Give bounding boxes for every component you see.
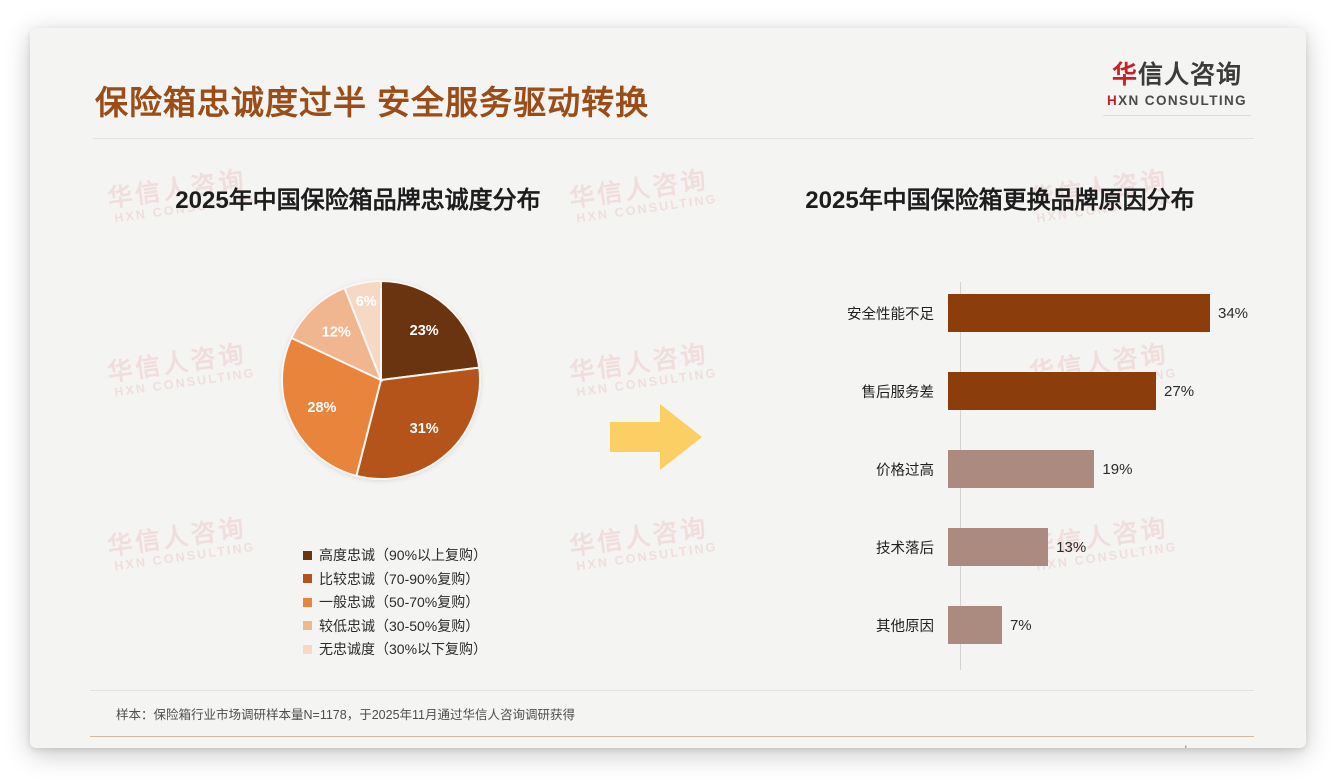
header-divider: [93, 138, 1254, 139]
pie-slice[interactable]: [281, 336, 383, 478]
bar-value-label: 19%: [1102, 460, 1133, 478]
legend-label: 高度忠诚（90%以上复购）: [319, 547, 488, 563]
pie-chart: 23% 31% 28% 12% 6%: [281, 280, 481, 480]
bar-chart-plot: 安全性能不足 34% 售后服务差 27% 价格过高 19% 技术落后 13% 其他原因 7%: [720, 272, 1280, 680]
legend-swatch: [303, 550, 312, 560]
legend-item[interactable]: 较低忠诚（30-50%复购）: [303, 616, 487, 636]
arrow-svg: [610, 404, 702, 470]
bar-fill[interactable]: [948, 372, 1157, 410]
bar-value-label: 34%: [1218, 304, 1249, 322]
logo-cn-red: 华: [1111, 61, 1138, 89]
pie-slice-label: 28%: [307, 400, 336, 416]
logo-english: HXN CONSULTING: [1103, 93, 1251, 108]
page-title: 保险箱忠诚度过半 安全服务驱动转换: [95, 84, 650, 121]
slide-card: 华信人咨询 HXN CONSULTING 华信人咨询 HXN CONSULTIN…: [30, 28, 1306, 748]
footnote-divider: [90, 690, 1254, 691]
legend-label: 比较忠诚（70-90%复购）: [319, 570, 480, 587]
bar-fill[interactable]: [948, 528, 1049, 566]
bar-value-label: 7%: [1009, 616, 1032, 634]
footer-divider: [90, 736, 1254, 737]
bar-fill[interactable]: [948, 294, 1210, 332]
legend-swatch: [303, 621, 312, 630]
bar-track: 7%: [948, 606, 1280, 644]
logo-en-red: H: [1106, 92, 1119, 108]
pie-slice-label: 23%: [410, 323, 439, 339]
bar-track: 13%: [948, 528, 1280, 566]
bar-chart-title: 2025年中国保险箱更换品牌原因分布: [805, 187, 1195, 214]
bar-value-label: 13%: [1056, 538, 1087, 556]
footer-copyright: ©2026.1 HXR华信人咨询: [96, 744, 236, 748]
footer-website[interactable]: www.hxrcon.com: [1155, 744, 1249, 748]
legend-label: 一般忠诚（50-70%复购）: [319, 594, 480, 610]
pie-slice[interactable]: [380, 280, 481, 382]
bar-value-label: 27%: [1164, 382, 1195, 400]
pie-slice-label: 12%: [322, 324, 351, 340]
pie-slice-label: 6%: [356, 294, 377, 310]
bar-category-label: 售后服务差: [861, 384, 935, 401]
legend-swatch: [303, 574, 312, 583]
pie-chart-panel: 2025年中国保险箱品牌忠诚度分布 23% 31% 28% 12% 6% 高度忠诚（90…: [78, 180, 638, 680]
bar-row: 其他原因 7%: [720, 606, 1280, 644]
legend-label: 较低忠诚（30-50%复购）: [319, 617, 480, 634]
pie-slice[interactable]: [290, 286, 383, 382]
bar-row: 售后服务差 27%: [720, 372, 1280, 410]
legend-item[interactable]: 无忠诚度（30%以下复购）: [303, 639, 487, 659]
pie-svg: 23% 31% 28% 12% 6%: [281, 280, 481, 480]
bar-fill[interactable]: [948, 450, 1095, 488]
bar-row: 安全性能不足 34%: [720, 294, 1280, 332]
logo-en-dark: XN CONSULTING: [1118, 92, 1248, 108]
pie-slice-label: 31%: [410, 421, 439, 437]
bar-row: 价格过高 19%: [720, 450, 1280, 488]
bar-category-label: 技术落后: [876, 540, 934, 557]
bar-track: 19%: [948, 450, 1280, 488]
footnote: 样本：保险箱行业市场调研样本量N=1178，于2025年11月通过华信人咨询调研…: [116, 708, 575, 722]
logo-cn-dark: 信人咨询: [1138, 61, 1243, 89]
bar-track: 27%: [948, 372, 1280, 410]
legend-swatch: [303, 597, 312, 607]
bar-row: 技术落后 13%: [720, 528, 1280, 566]
bar-chart-panel: 2025年中国保险箱更换品牌原因分布 安全性能不足 34% 售后服务差 27% 价格过高…: [720, 180, 1280, 680]
bar-category-label: 价格过高: [876, 462, 934, 479]
pie-legend: 高度忠诚（90%以上复购） 比较忠诚（70-90%复购） 一般忠诚（50-70%复购…: [303, 545, 487, 663]
legend-item[interactable]: 一般忠诚（50-70%复购）: [303, 592, 487, 612]
pie-chart-title: 2025年中国保险箱品牌忠诚度分布: [175, 187, 541, 214]
brand-logo: 华信人咨询 HXN CONSULTING: [1103, 61, 1251, 116]
legend-item[interactable]: 比较忠诚（70-90%复购）: [303, 569, 487, 589]
bar-category-label: 安全性能不足: [847, 306, 934, 323]
bar-track: 34%: [948, 294, 1280, 332]
logo-divider: [1103, 114, 1251, 116]
pie-slice[interactable]: [355, 366, 481, 480]
right-arrow-icon: [610, 400, 702, 479]
bar-fill[interactable]: [948, 606, 1002, 644]
slide-header: 保险箱忠诚度过半 安全服务驱动转换 华信人咨询 HXN CONSULTING: [30, 28, 1306, 139]
legend-swatch: [303, 644, 312, 654]
bar-category-label: 其他原因: [876, 618, 934, 635]
legend-item[interactable]: 高度忠诚（90%以上复购）: [303, 545, 487, 565]
logo-chinese: 华信人咨询: [1103, 61, 1251, 90]
pie-slice[interactable]: [343, 280, 382, 381]
legend-label: 无忠诚度（30%以下复购）: [319, 641, 488, 657]
